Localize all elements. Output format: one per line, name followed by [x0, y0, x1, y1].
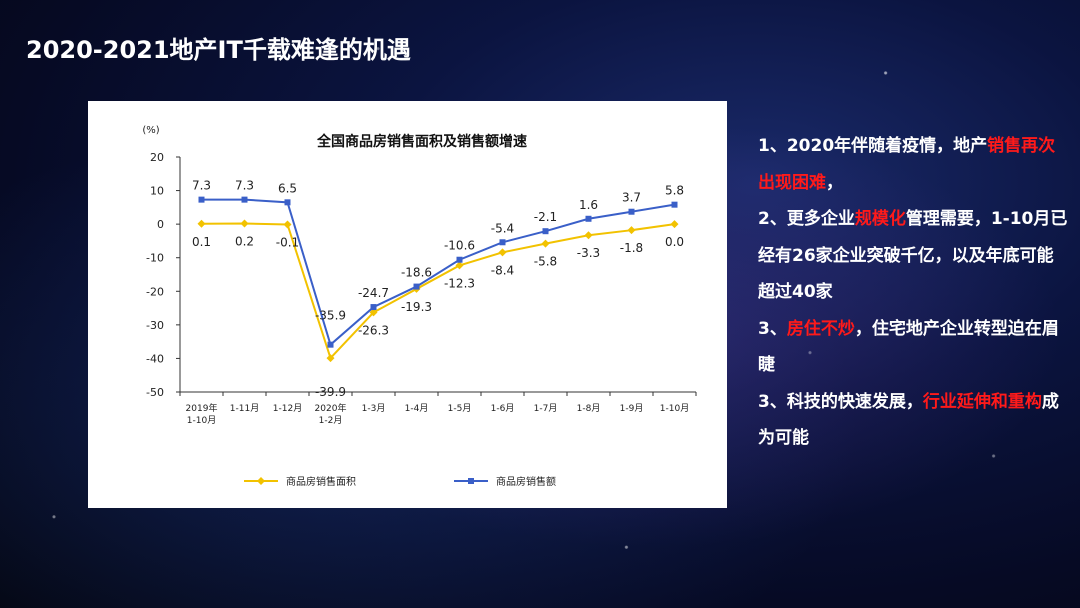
legend-marker	[257, 477, 265, 485]
data-label: -39.9	[315, 385, 346, 399]
y-axis-unit-label: (%)	[142, 125, 159, 136]
note-text: ，住宅地产企业转型迫在眉睫	[758, 318, 1059, 376]
y-tick-label: 0	[157, 218, 164, 231]
legend-marker	[468, 478, 474, 484]
note-emphasis-text: 销售再次出现困难	[758, 136, 1056, 193]
series-point	[455, 261, 464, 270]
y-tick-label: 10	[150, 185, 164, 198]
data-label: -0.1	[276, 235, 299, 249]
y-tick-label: -30	[146, 319, 164, 332]
data-label: -24.7	[358, 286, 389, 300]
x-tick-label: 1-6月	[491, 403, 515, 414]
note-text: 管理需要，1-10月已经有26家企业突破千亿，以及年底可能超过40家	[758, 209, 1068, 302]
series-point	[627, 226, 636, 235]
data-label: -26.3	[358, 323, 389, 337]
note-text: 1、2020年伴随着疫情，地产	[758, 136, 988, 156]
data-label: -3.3	[577, 246, 600, 260]
x-tick-label: 1-11月	[230, 403, 259, 414]
x-tick-label: 1-3月	[362, 403, 386, 414]
note-text: ，	[826, 172, 843, 193]
x-tick-label: 1-5月	[448, 403, 472, 414]
series-point	[585, 215, 592, 222]
series-point	[197, 219, 206, 228]
series-point	[240, 219, 249, 228]
series-point	[284, 199, 291, 206]
series-point	[283, 220, 292, 229]
note-4: 3、科技的快速发展，行业延伸和重构成为可能	[758, 384, 1068, 457]
data-label: -5.4	[491, 221, 514, 235]
data-label: -5.8	[534, 255, 557, 269]
series-line-1	[201, 222, 675, 361]
series-point	[413, 283, 420, 290]
data-label: -1.8	[620, 241, 643, 255]
y-tick-label: -40	[146, 352, 164, 365]
series-point	[499, 239, 506, 246]
series-point	[671, 201, 678, 208]
legend-label: 商品房销售额	[496, 475, 556, 488]
legend-label: 商品房销售面积	[286, 475, 356, 488]
note-text: 3、科技的快速发展，	[758, 391, 923, 412]
chart-title: 全国商品房销售面积及销售额增速	[316, 133, 527, 150]
x-tick-label: 1-4月	[405, 403, 429, 414]
y-tick-label: -10	[146, 252, 164, 265]
note-3: 3、房住不炒，住宅地产企业转型迫在眉睫	[758, 311, 1068, 384]
note-2: 2、更多企业规模化管理需要，1-10月已经有26家企业突破千亿，以及年底可能超过…	[758, 201, 1068, 311]
note-emphasis-text: 行业延伸和重构	[922, 391, 1042, 412]
note-1: 1、2020年伴随着疫情，地产销售再次出现困难，	[758, 128, 1068, 201]
x-tick-label: 2020年 1-2月	[315, 402, 347, 426]
note-emphasis-text: 房住不炒	[786, 318, 855, 339]
series-point	[241, 196, 248, 203]
y-tick-label: 20	[150, 151, 164, 164]
data-label: 6.5	[278, 181, 297, 195]
data-label: -10.6	[444, 239, 475, 253]
line-chart: 全国商品房销售面积及销售额增速 (%) 20 10 0 -10 -20 -30 -40 -50…	[142, 125, 697, 488]
x-tick-label: 1-8月	[577, 403, 601, 414]
series-point	[369, 308, 378, 317]
series-point	[628, 208, 635, 215]
series-point	[542, 228, 549, 235]
slide-title: 2020-2021地产IT千载难逢的机遇	[26, 36, 411, 64]
series-point	[456, 256, 463, 263]
data-label: 0.0	[665, 235, 684, 249]
series-point	[326, 354, 335, 363]
series-point	[198, 196, 205, 203]
series-point	[541, 239, 550, 248]
data-label: 7.3	[235, 179, 254, 193]
note-text: 3、	[758, 318, 787, 339]
series-point	[670, 220, 679, 229]
x-tick-label: 1-12月	[273, 403, 302, 414]
data-label: -8.4	[491, 263, 514, 277]
note-text: 2、更多企业	[758, 209, 855, 229]
x-tick-label: 1-7月	[534, 403, 558, 414]
note-emphasis-text: 规模化	[854, 209, 906, 229]
data-label: 0.2	[235, 234, 254, 248]
series-point	[584, 231, 593, 240]
x-tick-label: 1-10月	[660, 403, 689, 414]
series-point	[327, 341, 334, 348]
y-tick-label: -20	[146, 285, 164, 298]
data-label: -35.9	[315, 309, 346, 323]
chart-panel: 全国商品房销售面积及销售额增速 (%) 20 10 0 -10 -20 -30 -40 -50…	[88, 101, 727, 508]
note-text: 成为可能	[758, 391, 1059, 449]
x-tick-label: 2019年 1-10月	[186, 402, 218, 426]
series-point	[498, 248, 507, 257]
data-label: 5.8	[665, 184, 684, 198]
data-label: -18.6	[401, 266, 432, 280]
x-tick-label: 1-9月	[620, 403, 644, 414]
data-label: 3.7	[622, 191, 641, 205]
data-label: 7.3	[192, 179, 211, 193]
data-label: 1.6	[579, 198, 598, 212]
data-label: -19.3	[401, 300, 432, 314]
series-point	[370, 304, 377, 311]
series-line-2	[201, 198, 675, 347]
data-label: 0.1	[192, 235, 211, 249]
y-tick-label: -50	[146, 386, 164, 399]
notes-panel: 1、2020年伴随着疫情，地产销售再次出现困难， 2、更多企业规模化管理需要，1…	[758, 128, 1068, 457]
data-label: -2.1	[534, 210, 557, 224]
data-label: -12.3	[444, 276, 475, 290]
